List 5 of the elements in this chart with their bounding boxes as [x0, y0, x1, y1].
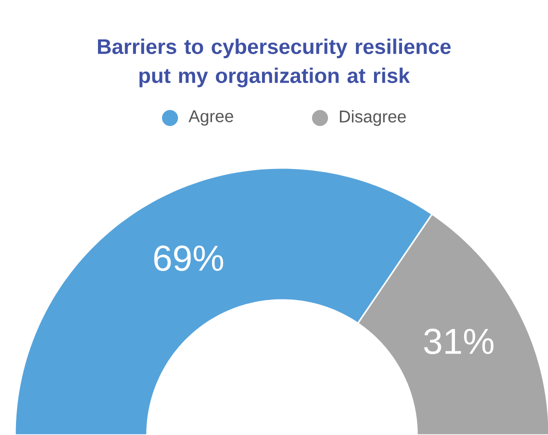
legend-label: Agree	[188, 110, 234, 126]
chart-title: Barriers to cybersecurity resilience put my organization at risk	[98, 38, 451, 88]
data-label: 69%	[154, 246, 224, 271]
legend-label: Disagree	[340, 110, 406, 126]
data-label: 31%	[424, 328, 494, 354]
